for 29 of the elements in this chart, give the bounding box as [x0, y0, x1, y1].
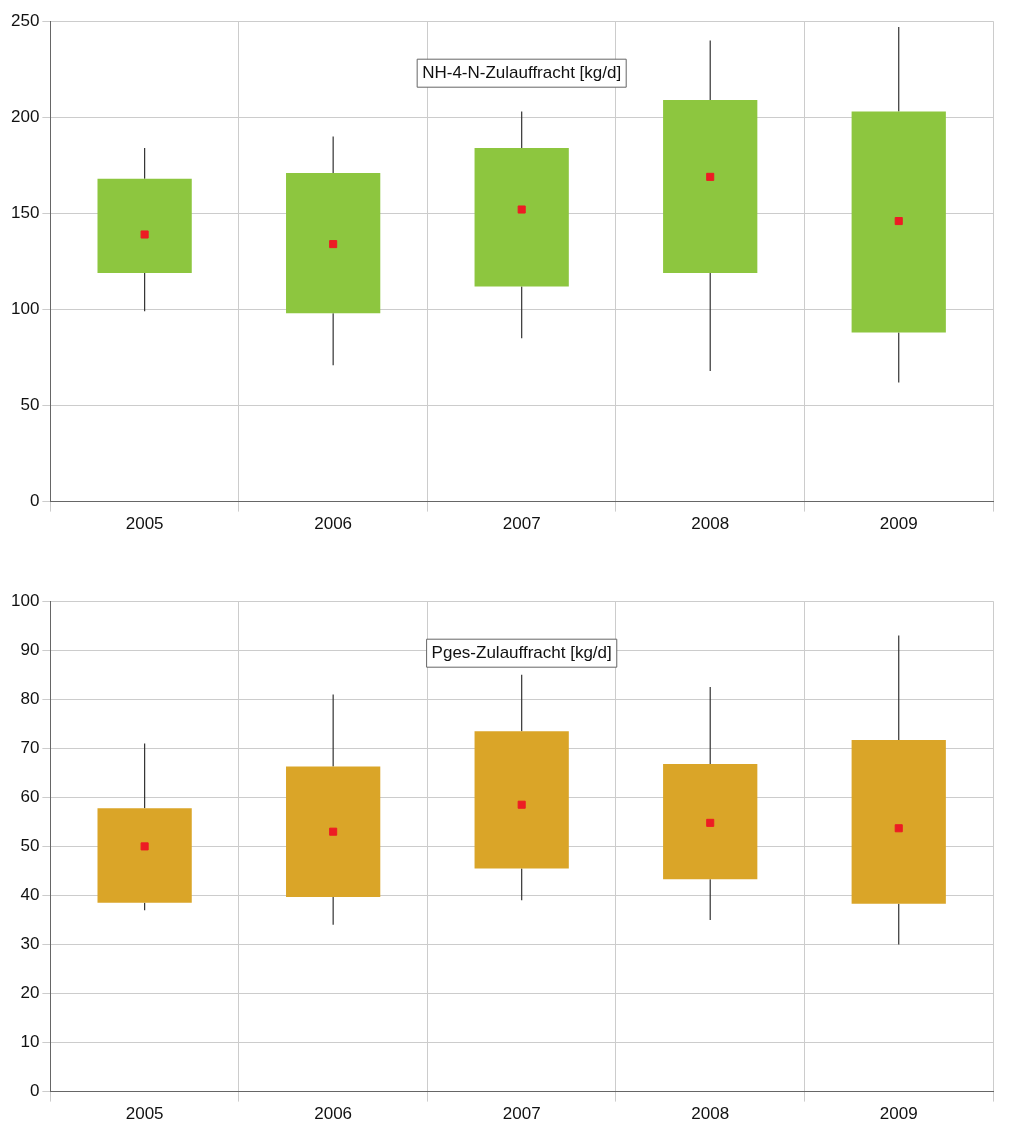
y-tick-label: 100: [10, 299, 40, 319]
x-tick-label: 2009: [879, 514, 918, 534]
x-tick-label: 2006: [314, 514, 353, 534]
x-tick-label: 2007: [502, 514, 541, 534]
y-tick-label: 30: [20, 934, 40, 954]
y-tick-label: 100: [10, 590, 40, 610]
y-tick-label: 200: [10, 106, 40, 126]
y-tick-label: 60: [20, 787, 40, 807]
x-tick-label: 2008: [691, 1104, 730, 1124]
y-tick-label: 0: [29, 1081, 40, 1101]
text: Pges-Zulauffracht [kg/d]: [431, 642, 612, 662]
x-tick-label: 2008: [691, 514, 730, 534]
x-tick-label: 2007: [502, 1104, 541, 1124]
x-tick-label: 2005: [125, 514, 164, 534]
y-tick-label: 90: [20, 639, 40, 659]
x-tick-label: 2005: [125, 1104, 164, 1124]
y-tick-label: 10: [20, 1032, 40, 1052]
y-tick-label: 150: [10, 203, 40, 223]
y-tick-label: 250: [10, 10, 40, 30]
x-tick-label: 2006: [314, 1104, 353, 1124]
y-tick-label: 50: [20, 836, 40, 856]
y-tick-label: 20: [20, 983, 40, 1003]
y-tick-label: 50: [20, 395, 40, 415]
y-tick-label: 80: [20, 688, 40, 708]
x-tick-label: 2009: [879, 1104, 918, 1124]
y-tick-label: 70: [20, 738, 40, 758]
text: NH-4-N-Zulauffracht [kg/d]: [422, 62, 622, 82]
y-tick-label: 0: [29, 491, 40, 511]
y-tick-label: 40: [20, 885, 40, 905]
